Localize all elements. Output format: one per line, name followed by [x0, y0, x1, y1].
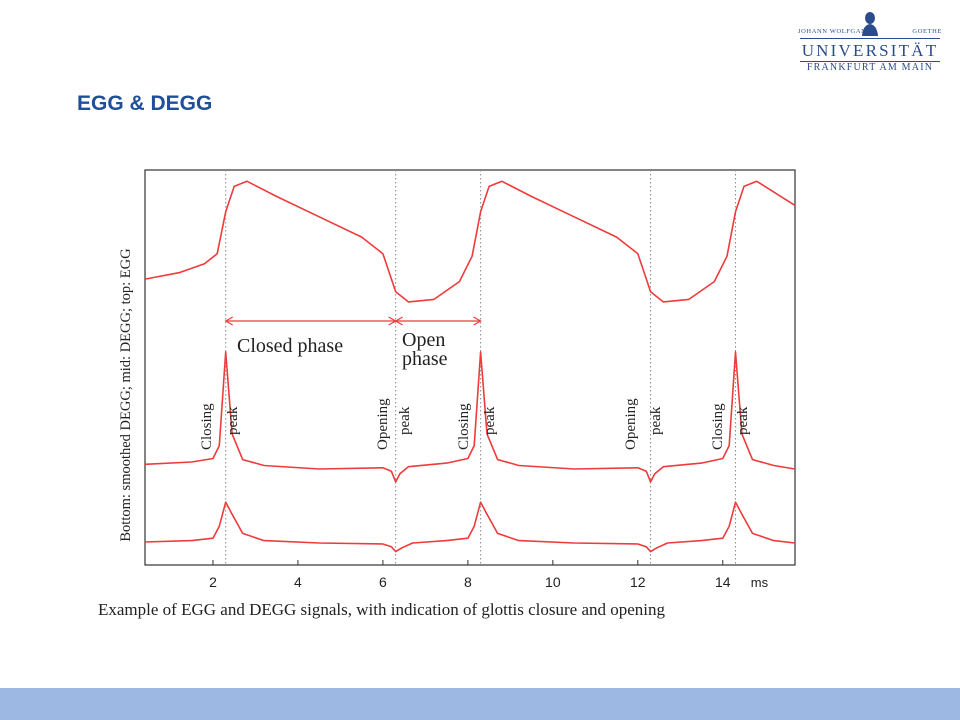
peak-label: peak — [482, 406, 498, 435]
plot-frame — [144, 169, 796, 566]
peak-label: peak — [397, 406, 413, 435]
arrow-head — [473, 316, 482, 326]
opening-label: Opening — [623, 398, 639, 450]
x-axis-unit: ms — [751, 575, 769, 590]
x-tick-label: 12 — [630, 574, 646, 590]
x-axis-ticks: 2 4 6 8 10 12 14 ms — [209, 560, 769, 590]
slide-title: EGG & DEGG — [77, 92, 213, 115]
university-logo: Johann Wolfgang Goethe UNIVERSITÄT FRANK… — [790, 10, 950, 80]
series-line-degg — [144, 351, 796, 483]
open-phase-label-line2: phase — [402, 348, 448, 370]
x-tick-label: 8 — [464, 574, 472, 590]
series-line-smoothed-degg — [144, 501, 796, 553]
logo-line-left: Johann Wolfgang — [798, 28, 872, 35]
plot-area — [144, 169, 796, 566]
arrow-head — [224, 316, 234, 326]
goethe-portrait-icon — [862, 12, 878, 36]
x-tick-label: 10 — [545, 574, 561, 590]
closed-phase-label: Closed phase — [237, 335, 343, 357]
signal-lines — [144, 180, 796, 553]
x-tick-label: 6 — [379, 574, 387, 590]
closing-label: Closing — [199, 403, 215, 450]
x-tick-label: 4 — [294, 574, 302, 590]
open-phase-label-line1: Open — [402, 329, 445, 351]
logo-line-right: Goethe — [912, 28, 942, 35]
closing-label: Closing — [710, 403, 726, 450]
x-tick-label: 2 — [209, 574, 217, 590]
series-line-egg — [144, 180, 796, 303]
opening-label: Opening — [375, 398, 391, 450]
figure-caption: Example of EGG and DEGG signals, with in… — [98, 600, 666, 619]
y-axis-label: Bottom: smoothed DEGG; mid: DEGG; top: E… — [118, 248, 134, 542]
footer-bar — [0, 688, 960, 720]
x-tick-label: 14 — [715, 574, 731, 590]
closing-label: Closing — [456, 403, 472, 450]
event-lines — [225, 170, 737, 565]
logo-rule-bottom — [800, 61, 940, 62]
arrow-head — [394, 316, 403, 326]
egg-degg-figure: 2 4 6 8 10 12 14 ms Closed phase Open phase Closin… — [95, 160, 855, 630]
logo-rule-top — [800, 38, 940, 39]
logo-main-text: UNIVERSITÄT — [801, 41, 939, 60]
peak-label: peak — [225, 406, 241, 435]
logo-sub-text: FRANKFURT AM MAIN — [806, 62, 934, 73]
peak-label: peak — [648, 406, 664, 435]
peak-label: peak — [735, 406, 751, 435]
